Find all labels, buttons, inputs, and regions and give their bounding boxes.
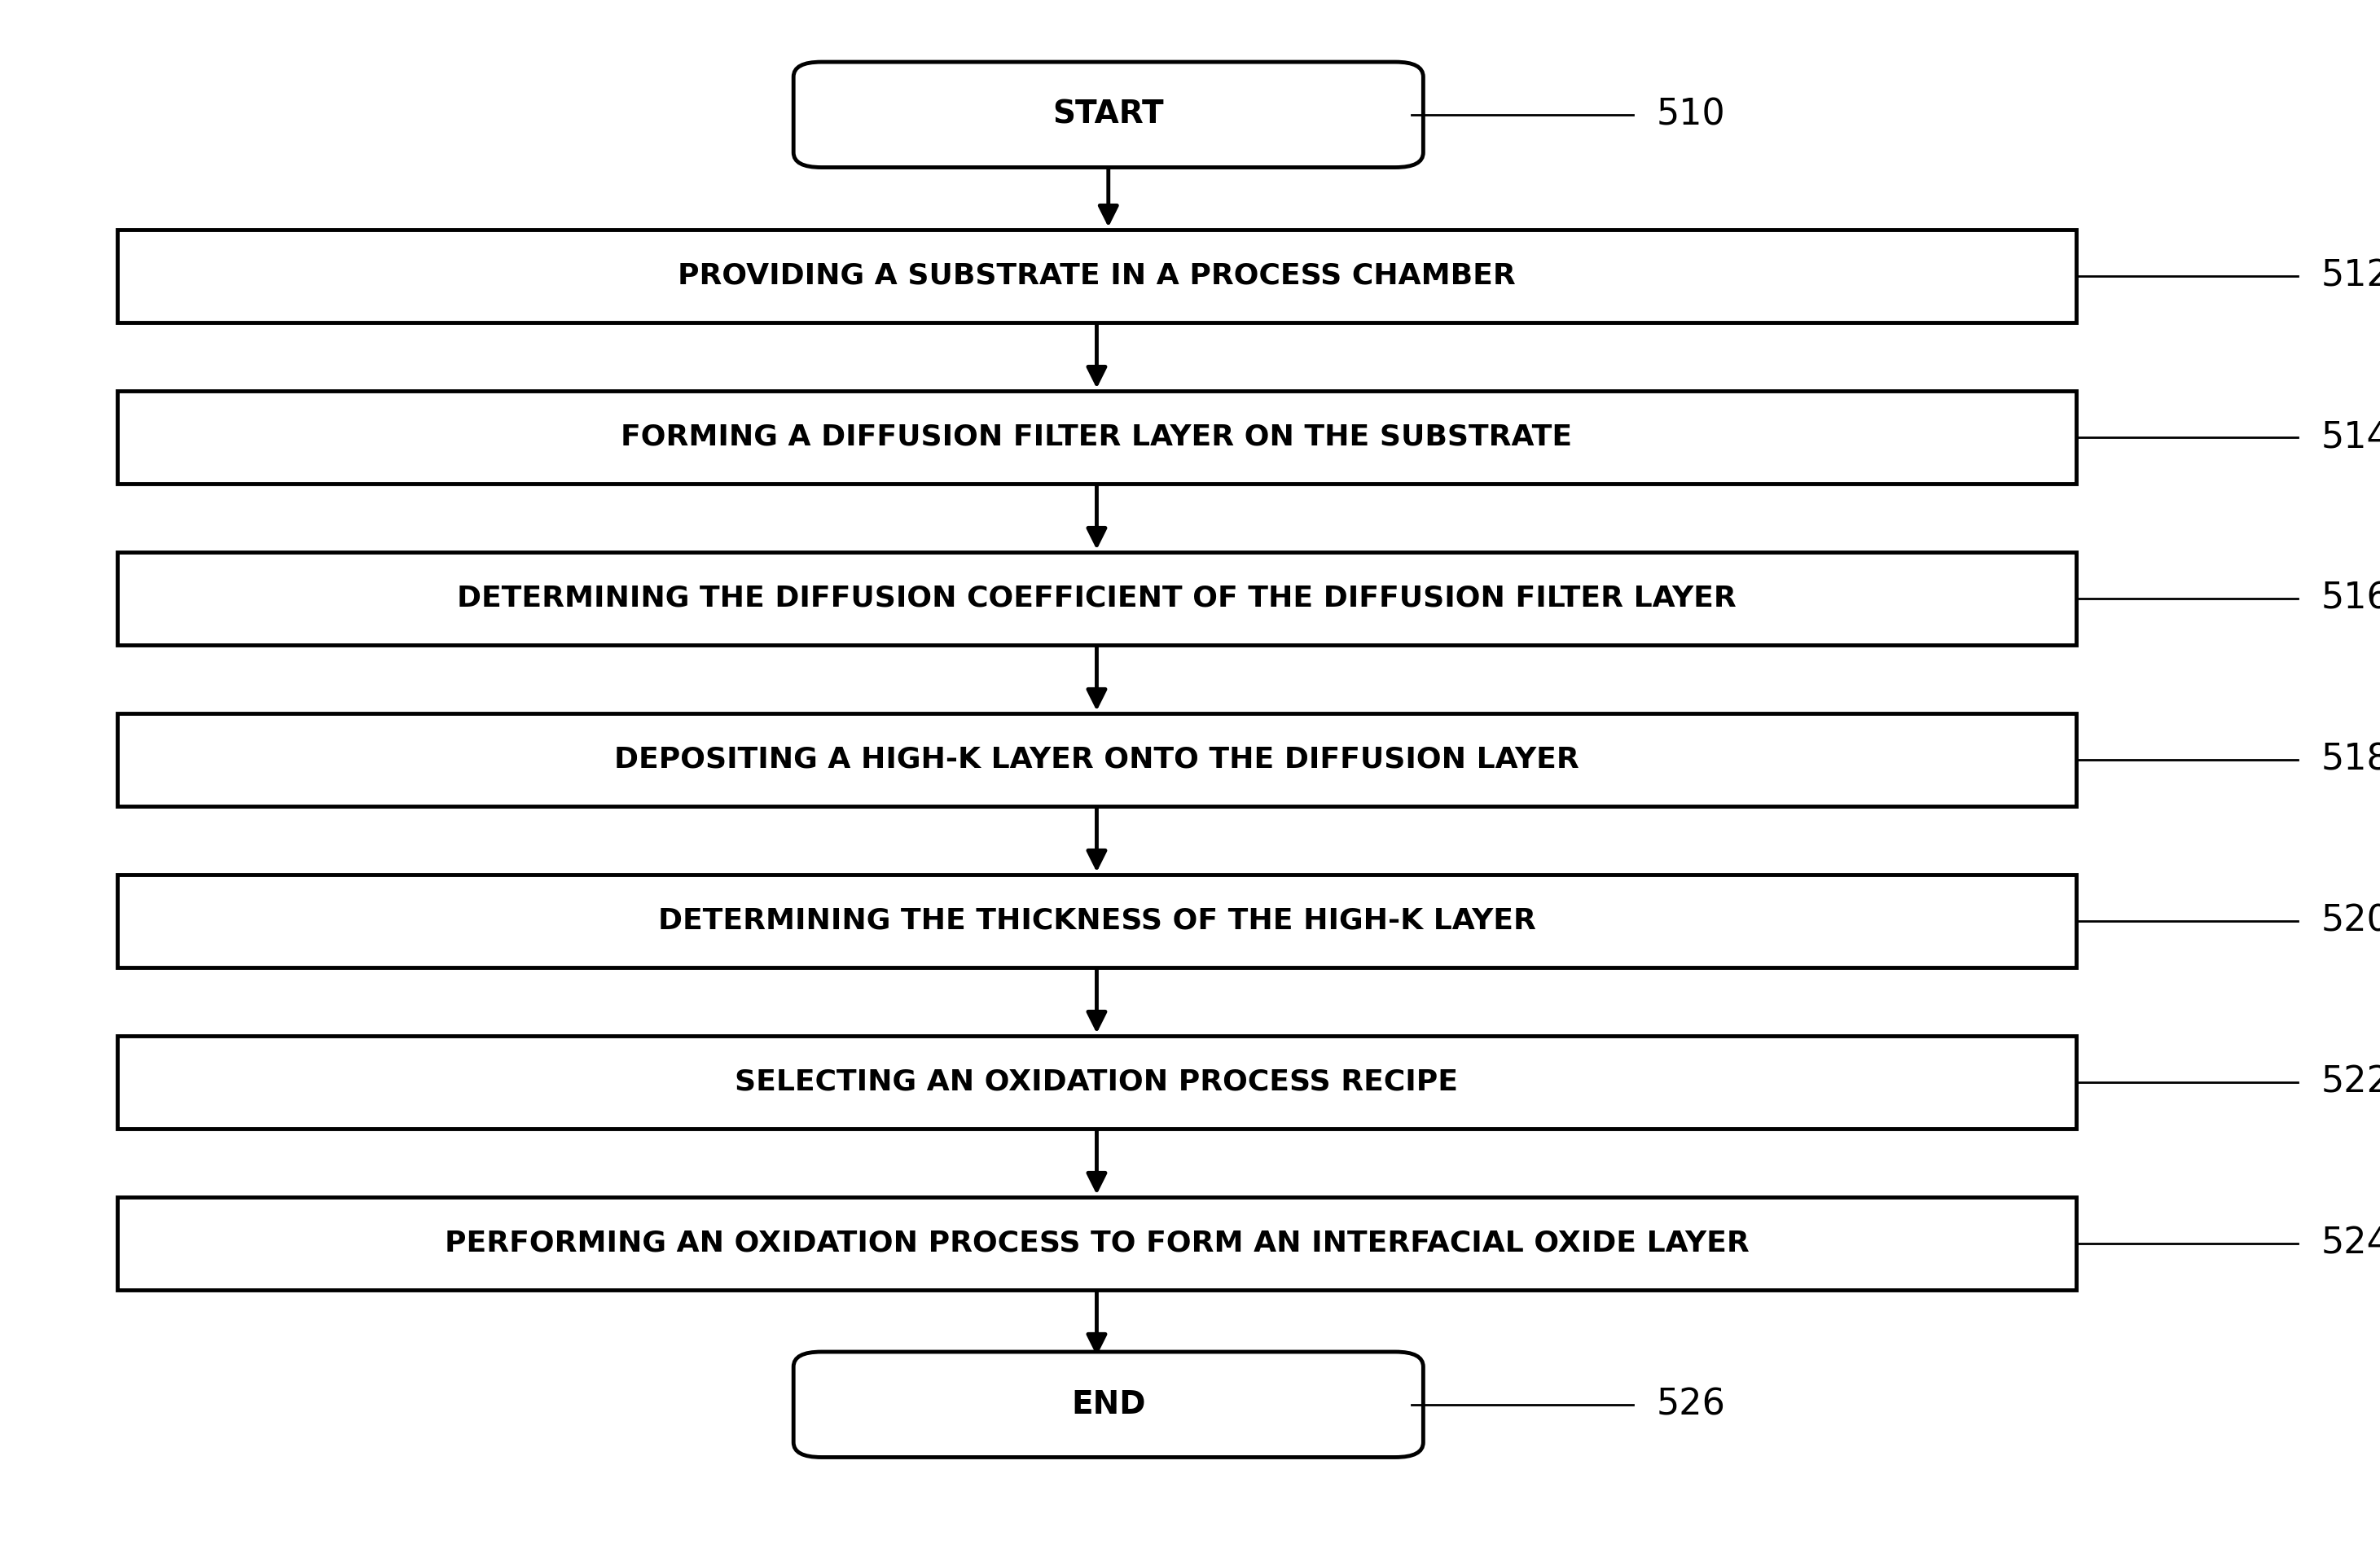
Text: 514: 514 [2320,420,2380,454]
Text: 512: 512 [2320,258,2380,293]
Text: DEPOSITING A HIGH-K LAYER ONTO THE DIFFUSION LAYER: DEPOSITING A HIGH-K LAYER ONTO THE DIFFU… [614,746,1580,774]
FancyBboxPatch shape [117,1036,2075,1129]
FancyBboxPatch shape [117,1197,2075,1289]
FancyBboxPatch shape [117,391,2075,483]
FancyBboxPatch shape [117,874,2075,968]
FancyBboxPatch shape [117,230,2075,323]
Text: PROVIDING A SUBSTRATE IN A PROCESS CHAMBER: PROVIDING A SUBSTRATE IN A PROCESS CHAMB… [678,262,1516,290]
Text: 522: 522 [2320,1064,2380,1099]
FancyBboxPatch shape [793,1353,1423,1458]
Text: DETERMINING THE THICKNESS OF THE HIGH-K LAYER: DETERMINING THE THICKNESS OF THE HIGH-K … [657,906,1535,934]
Text: 520: 520 [2320,903,2380,939]
Text: 524: 524 [2320,1226,2380,1261]
FancyBboxPatch shape [117,551,2075,645]
Text: 516: 516 [2320,581,2380,616]
Text: 518: 518 [2320,743,2380,777]
FancyBboxPatch shape [793,62,1423,167]
Text: PERFORMING AN OXIDATION PROCESS TO FORM AN INTERFACIAL OXIDE LAYER: PERFORMING AN OXIDATION PROCESS TO FORM … [445,1229,1749,1257]
Text: START: START [1052,99,1164,130]
FancyBboxPatch shape [117,713,2075,806]
Text: DETERMINING THE DIFFUSION COEFFICIENT OF THE DIFFUSION FILTER LAYER: DETERMINING THE DIFFUSION COEFFICIENT OF… [457,585,1737,613]
Text: 510: 510 [1656,97,1726,133]
Text: 526: 526 [1656,1387,1726,1422]
Text: SELECTING AN OXIDATION PROCESS RECIPE: SELECTING AN OXIDATION PROCESS RECIPE [735,1068,1459,1096]
Text: END: END [1071,1390,1145,1420]
Text: FORMING A DIFFUSION FILTER LAYER ON THE SUBSTRATE: FORMING A DIFFUSION FILTER LAYER ON THE … [621,423,1573,451]
